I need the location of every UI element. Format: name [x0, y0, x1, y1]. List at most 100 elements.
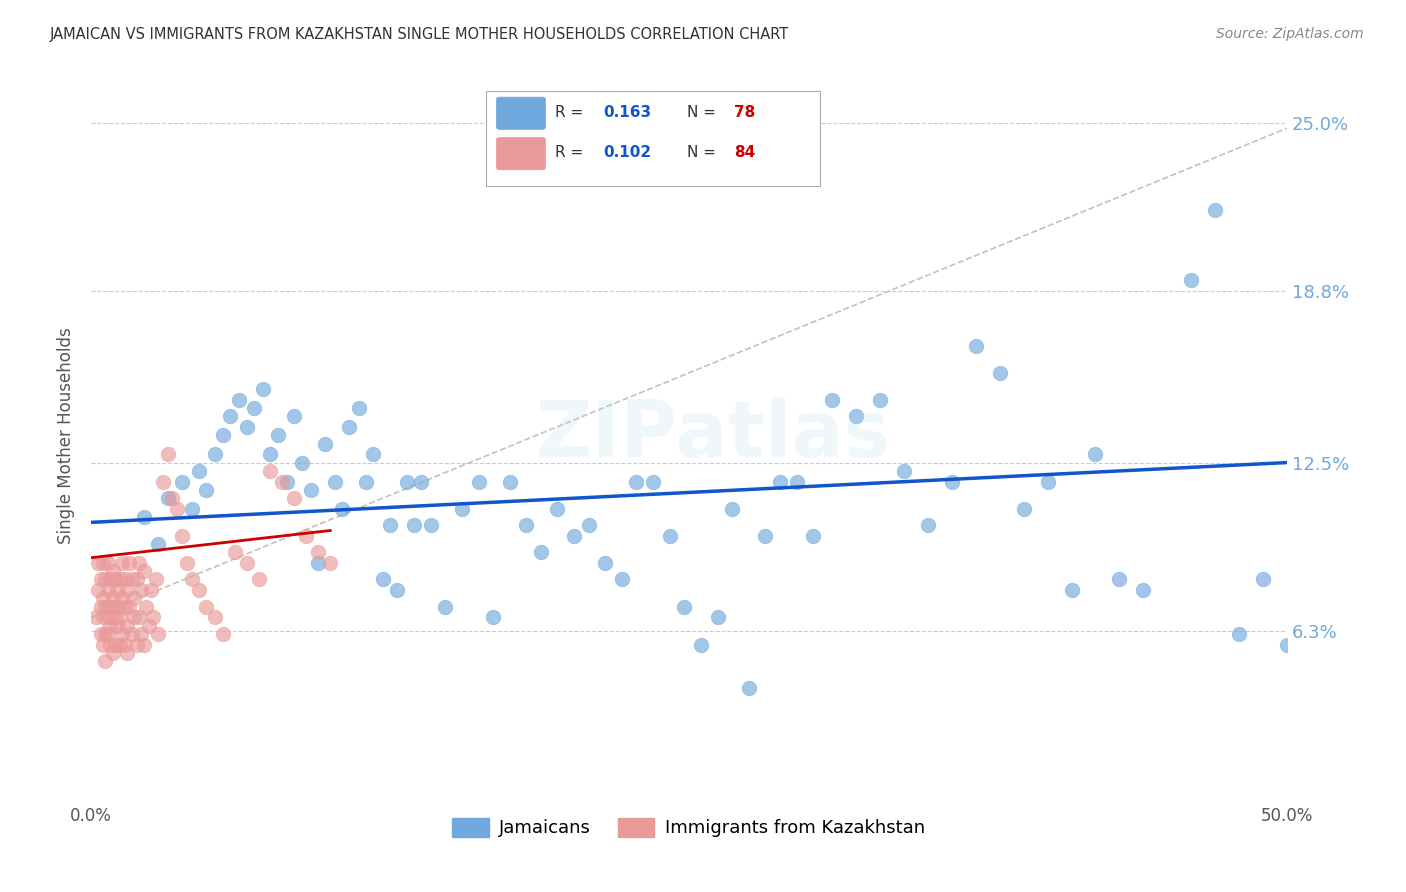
Point: [1251, 573, 1274, 587]
Point: [138, 618, 160, 632]
Point: [145, 573, 167, 587]
Legend: Jamaicans, Immigrants from Kazakhstan: Jamaicans, Immigrants from Kazakhstan: [446, 811, 932, 845]
Point: [180, 573, 202, 587]
Point: [108, 610, 131, 624]
Point: [156, 491, 179, 505]
Point: [94, 599, 117, 614]
Point: [626, 475, 648, 489]
Point: [101, 646, 124, 660]
Point: [869, 393, 891, 408]
Point: [97, 583, 120, 598]
Point: [90, 599, 112, 614]
Text: 0.102: 0.102: [603, 145, 651, 161]
Point: [114, 638, 136, 652]
Point: [450, 501, 472, 516]
Point: [132, 564, 155, 578]
Point: [339, 420, 361, 434]
Point: [194, 483, 217, 497]
Point: [578, 518, 600, 533]
Point: [118, 556, 141, 570]
Point: [271, 475, 294, 489]
Point: [90, 627, 112, 641]
Point: [266, 428, 288, 442]
Point: [118, 599, 141, 614]
Point: [132, 510, 155, 524]
Text: Source: ZipAtlas.com: Source: ZipAtlas.com: [1216, 27, 1364, 41]
Point: [283, 491, 305, 505]
Point: [180, 501, 202, 516]
Point: [194, 599, 217, 614]
Point: [314, 436, 336, 450]
Point: [562, 529, 585, 543]
Point: [122, 591, 145, 606]
Point: [1036, 475, 1059, 489]
Point: [283, 409, 305, 424]
Point: [247, 573, 270, 587]
Point: [319, 556, 342, 570]
Point: [371, 573, 394, 587]
Point: [146, 537, 169, 551]
Point: [378, 518, 401, 533]
Point: [128, 610, 150, 624]
Point: [242, 401, 264, 416]
Point: [204, 447, 226, 461]
Point: [673, 599, 696, 614]
Text: N =: N =: [686, 145, 720, 161]
Point: [295, 529, 318, 543]
Point: [917, 518, 939, 533]
Point: [259, 464, 281, 478]
Point: [593, 556, 616, 570]
Point: [786, 475, 808, 489]
Point: [111, 556, 134, 570]
Point: [801, 529, 824, 543]
Point: [330, 501, 353, 516]
Point: [235, 556, 257, 570]
Point: [131, 627, 153, 641]
Point: [1227, 627, 1250, 641]
Text: R =: R =: [555, 145, 588, 161]
Point: [347, 401, 370, 416]
Point: [170, 529, 193, 543]
Text: 84: 84: [734, 145, 755, 161]
Point: [204, 610, 226, 624]
Point: [94, 627, 117, 641]
Text: 78: 78: [734, 105, 755, 120]
Point: [107, 618, 129, 632]
Point: [845, 409, 868, 424]
Point: [176, 556, 198, 570]
FancyBboxPatch shape: [496, 137, 546, 169]
Point: [419, 518, 441, 533]
Point: [941, 475, 963, 489]
Point: [114, 599, 136, 614]
Point: [90, 573, 112, 587]
Point: [402, 518, 425, 533]
Point: [1180, 273, 1202, 287]
FancyBboxPatch shape: [485, 90, 821, 186]
Point: [187, 583, 209, 598]
Point: [131, 583, 153, 598]
Point: [94, 654, 117, 668]
Text: ZIPatlas: ZIPatlas: [536, 398, 890, 474]
Point: [111, 591, 134, 606]
Point: [276, 475, 298, 489]
Point: [754, 529, 776, 543]
Point: [98, 638, 121, 652]
Point: [387, 583, 409, 598]
Point: [166, 501, 188, 516]
Point: [91, 556, 114, 570]
Point: [1132, 583, 1154, 598]
Point: [115, 646, 138, 660]
Point: [104, 599, 127, 614]
Point: [515, 518, 537, 533]
Point: [107, 599, 129, 614]
Point: [152, 475, 174, 489]
Point: [498, 475, 520, 489]
Point: [125, 573, 148, 587]
Point: [1204, 202, 1226, 217]
Point: [156, 447, 179, 461]
Point: [104, 638, 127, 652]
Point: [97, 627, 120, 641]
Point: [111, 627, 134, 641]
Point: [98, 599, 121, 614]
Point: [121, 627, 143, 641]
